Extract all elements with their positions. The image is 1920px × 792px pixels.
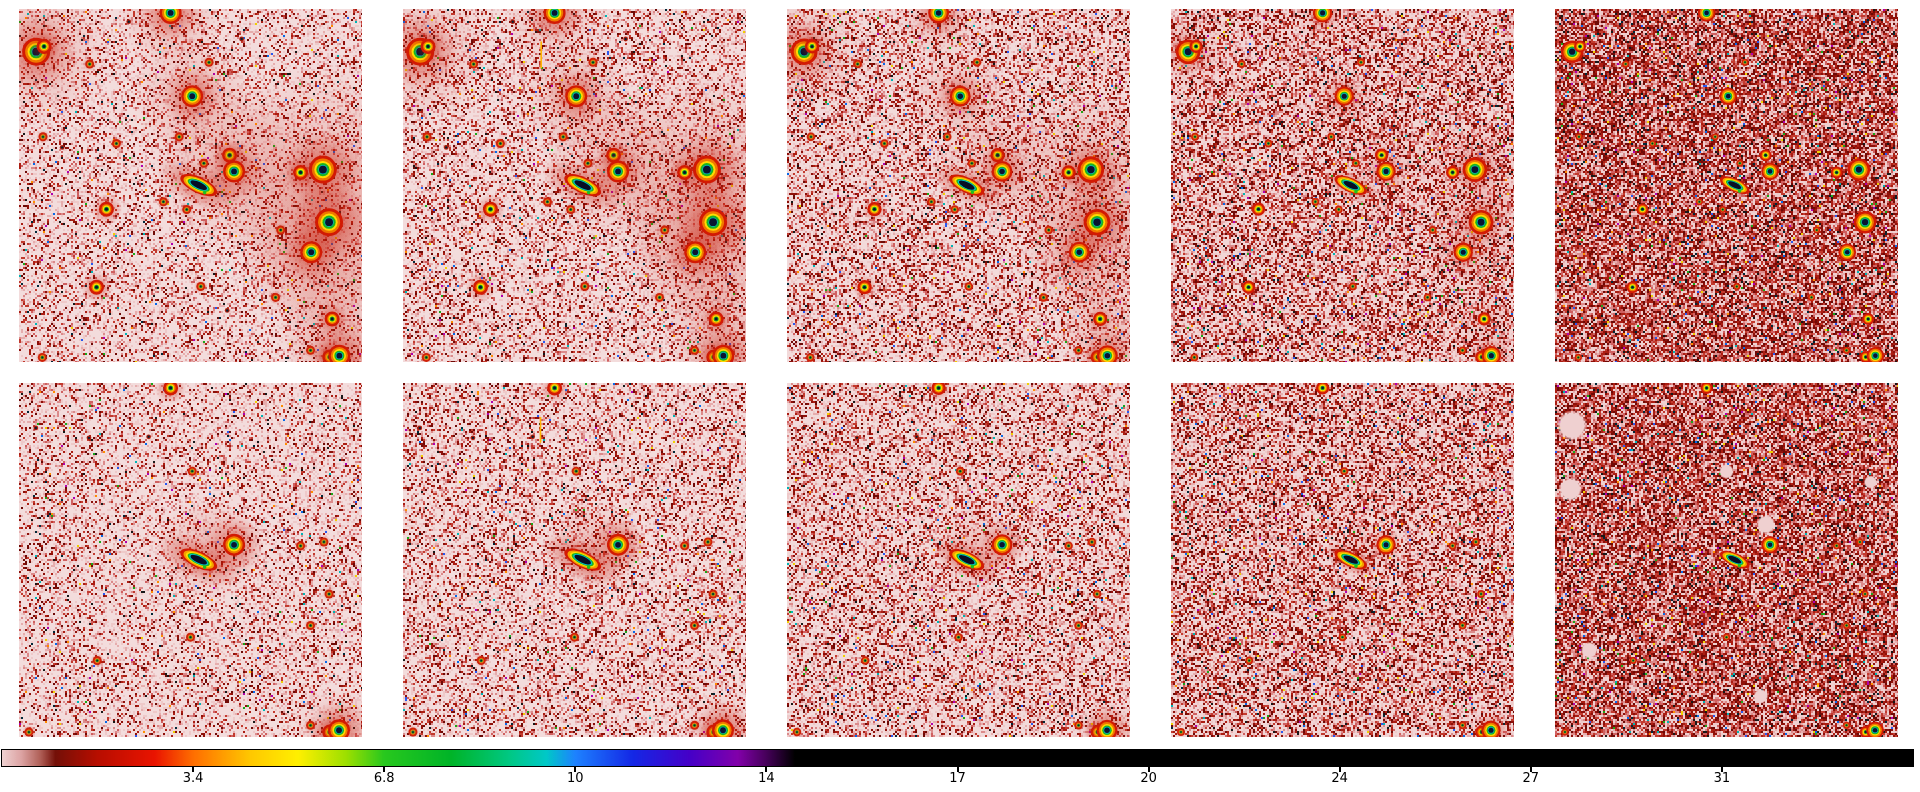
colorbar-tick-4	[956, 767, 959, 772]
colorbar-tick-label-8: 31	[1713, 771, 1731, 786]
colorbar-gradient	[1, 749, 1914, 767]
image-panel-r2c2	[403, 383, 746, 737]
image-panel-r2c4	[1171, 383, 1514, 737]
image-panel-r2c1	[19, 383, 362, 737]
colorbar-tick-0	[192, 767, 195, 772]
image-panel-r1c5	[1555, 9, 1898, 362]
image-panel-r2c5	[1555, 383, 1898, 737]
colorbar-tick-6	[1338, 767, 1341, 772]
colorbar-tick-label-3: 14	[758, 771, 775, 786]
image-panel-r1c4	[1171, 9, 1514, 362]
colorbar-tick-label-2: 10	[567, 771, 584, 786]
image-panel-r2c3	[787, 383, 1130, 737]
colorbar-tick-2	[574, 767, 577, 772]
colorbar-tick-label-1: 6.8	[373, 771, 395, 786]
colorbar-tick-8	[1720, 767, 1723, 772]
colorbar-tick-1	[383, 767, 386, 772]
colorbar-tick-label-0: 3.4	[182, 771, 204, 786]
image-panel-r1c3	[787, 9, 1130, 362]
colorbar-tick-label-7: 27	[1522, 771, 1540, 786]
image-panel-r1c2	[403, 9, 746, 362]
colorbar-tick-7	[1529, 767, 1532, 772]
image-panel-r1c1	[19, 9, 362, 362]
colorbar-tick-label-4: 17	[949, 771, 966, 786]
colorbar-tick-label-6: 24	[1331, 771, 1348, 786]
colorbar-tick-5	[1147, 767, 1150, 772]
colorbar-tick-label-5: 20	[1140, 771, 1157, 786]
colorbar-tick-3	[765, 767, 768, 772]
